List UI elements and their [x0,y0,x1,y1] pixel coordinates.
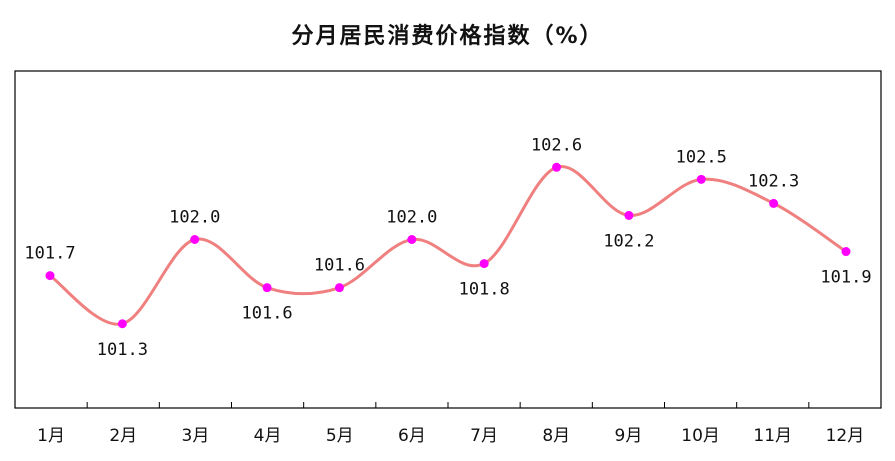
data-label: 101.6 [314,256,365,276]
data-label: 101.8 [459,280,510,300]
x-tick-label: 5月 [326,426,354,446]
data-point [552,162,562,172]
x-tick-label: 3月 [182,426,210,446]
data-label: 101.3 [97,340,148,360]
data-label: 101.9 [820,268,871,288]
data-label: 102.5 [676,147,727,167]
data-label: 102.6 [531,135,582,155]
data-point [190,235,200,244]
data-point [45,271,55,281]
x-tick-label: 1月 [37,426,65,446]
data-point [624,210,634,220]
x-tick-label: 8月 [542,426,570,446]
x-tick-label: 7月 [470,426,498,446]
plot-area [14,70,882,409]
data-label: 102.2 [603,231,654,251]
x-tick-label: 9月 [615,426,643,446]
data-labels: 101.7 101.3 102.0 101.6 101.6 102.0 101.8 102.6… [24,135,871,359]
data-point [262,283,272,293]
data-point [117,319,127,329]
data-label: 102.3 [748,171,799,191]
data-point [479,259,489,269]
data-label: 101.6 [241,304,292,324]
chart-title: 分月居民消费价格指数（%） [291,24,604,49]
data-markers [45,162,851,329]
data-point [696,174,706,184]
data-point [841,247,851,257]
data-label: 101.7 [24,244,75,264]
data-label: 102.0 [386,208,437,228]
x-axis-ticks [86,402,810,408]
x-tick-label: 4月 [254,426,282,446]
data-point [769,198,779,208]
x-tick-label: 10月 [681,426,720,446]
x-axis-labels: 1月 2月 3月 4月 5月 6月 7月 8月 9月 10月 11月 12月 [37,426,864,446]
data-point [407,235,417,244]
data-label: 102.0 [169,208,220,228]
x-tick-label: 2月 [109,426,137,446]
x-tick-label: 6月 [398,426,426,446]
x-tick-label: 11月 [753,426,792,446]
x-tick-label: 12月 [826,426,865,446]
data-point [334,283,344,293]
